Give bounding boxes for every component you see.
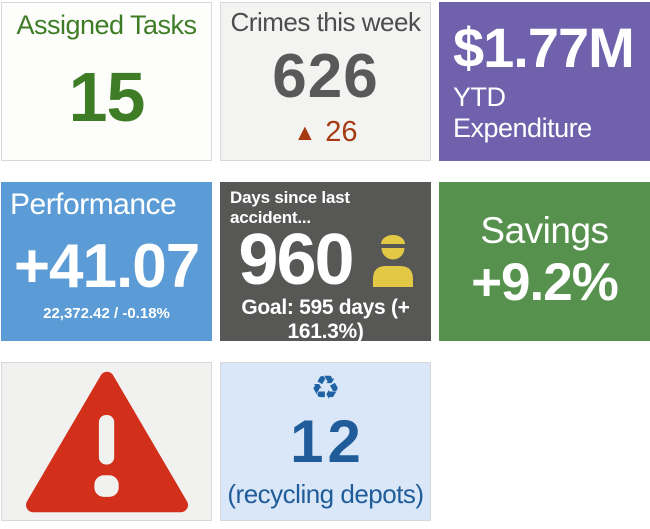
card-crimes-this-week: Crimes this week 626 ▲ 26 <box>220 2 431 161</box>
performance-value: +41.07 <box>13 231 200 301</box>
card-performance: Performance +41.07 22,372.42 / -0.18% <box>1 182 212 341</box>
assigned-tasks-title: Assigned Tasks <box>16 10 197 40</box>
crimes-title: Crimes this week <box>230 7 421 37</box>
recycling-value: 12 <box>290 407 365 475</box>
days-accident-value: 960 <box>238 220 354 300</box>
performance-title: Performance <box>10 188 177 221</box>
ytd-value: $1.77M <box>453 16 635 80</box>
warning-triangle-icon <box>25 370 188 514</box>
days-accident-title: Days since last accident... <box>230 188 350 227</box>
crimes-value: 626 <box>272 42 379 111</box>
card-savings: Savings +9.2% <box>439 182 650 341</box>
recycle-icon: ♻ <box>310 369 341 406</box>
ytd-label: YTD Expenditure <box>453 81 592 143</box>
card-assigned-tasks: Assigned Tasks 15 <box>1 2 212 161</box>
recycling-label: (recycling depots) <box>227 479 424 509</box>
savings-value: +9.2% <box>471 253 619 313</box>
savings-title: Savings <box>480 210 609 252</box>
card-warning <box>1 362 212 521</box>
empty-cell <box>439 362 650 521</box>
days-accident-goal: Goal: 595 days (+ 161.3%) <box>241 296 410 341</box>
worker-person-icon <box>372 233 413 287</box>
card-recycling-depots: ♻ 12 (recycling depots) <box>220 362 431 521</box>
up-arrow-icon: ▲ <box>293 119 317 145</box>
card-ytd-expenditure: $1.77M YTD Expenditure <box>439 2 650 161</box>
assigned-tasks-value: 15 <box>68 57 146 136</box>
performance-detail: 22,372.42 / -0.18% <box>43 304 170 322</box>
crimes-delta-value: 26 <box>325 116 358 148</box>
crimes-delta: ▲ 26 <box>293 116 357 149</box>
card-days-since-accident: Days since last accident... 960 Goal: 59… <box>220 182 431 341</box>
